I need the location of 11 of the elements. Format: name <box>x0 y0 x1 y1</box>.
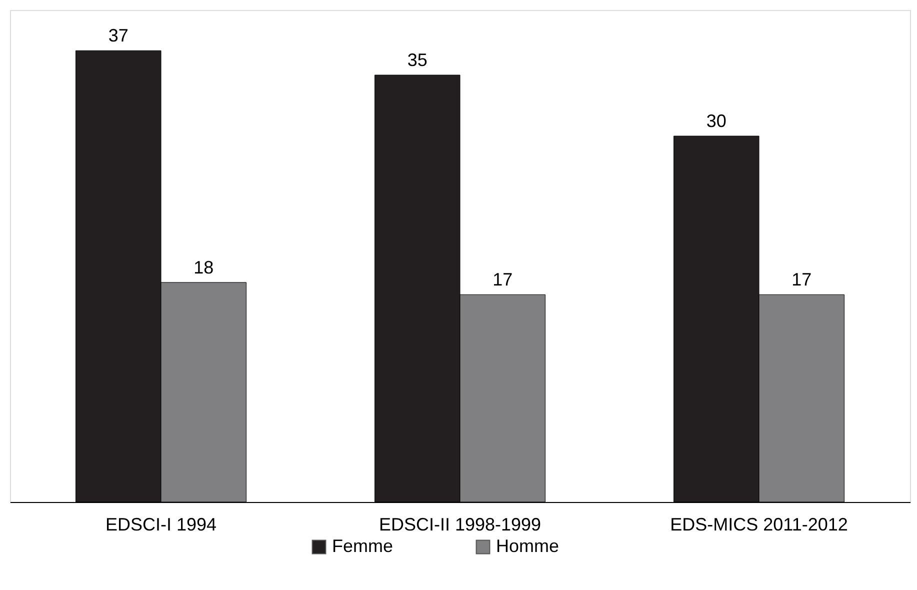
x-tick-label: EDS-MICS 2011-2012 <box>670 514 848 534</box>
x-tick-label: EDSCI-II 1998-1999 <box>378 514 542 534</box>
data-label: 30 <box>706 111 726 132</box>
legend-label: Femme <box>332 536 394 556</box>
legend-label: Homme <box>496 536 560 556</box>
data-label: 17 <box>492 270 513 290</box>
data-label: 37 <box>108 26 128 46</box>
data-label: 35 <box>407 50 428 70</box>
data-label: 17 <box>792 270 812 290</box>
data-label: 18 <box>194 257 214 278</box>
x-tick-label: EDSCI-I 1994 <box>105 514 217 534</box>
